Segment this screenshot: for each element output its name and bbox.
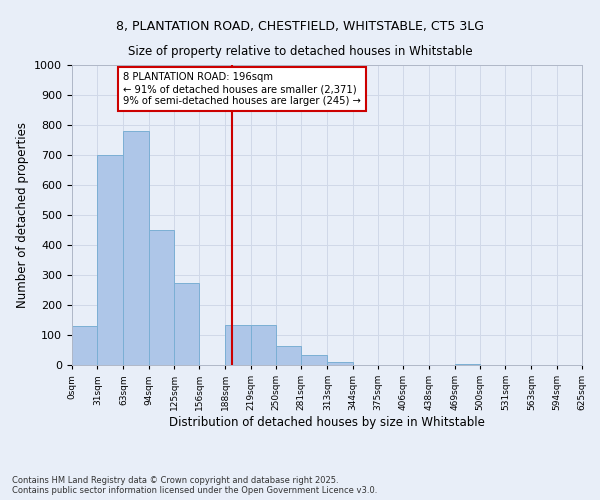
Text: Size of property relative to detached houses in Whitstable: Size of property relative to detached ho… bbox=[128, 45, 472, 58]
X-axis label: Distribution of detached houses by size in Whitstable: Distribution of detached houses by size … bbox=[169, 416, 485, 429]
Bar bbox=[455, 364, 480, 365]
Text: 8, PLANTATION ROAD, CHESTFIELD, WHITSTABLE, CT5 3LG: 8, PLANTATION ROAD, CHESTFIELD, WHITSTAB… bbox=[116, 20, 484, 33]
Bar bbox=[149, 230, 174, 365]
Bar bbox=[174, 282, 199, 365]
Bar bbox=[226, 324, 251, 365]
Bar bbox=[276, 346, 301, 365]
Text: 8 PLANTATION ROAD: 196sqm
← 91% of detached houses are smaller (2,371)
9% of sem: 8 PLANTATION ROAD: 196sqm ← 91% of detac… bbox=[124, 72, 361, 106]
Bar bbox=[301, 354, 326, 365]
Bar bbox=[72, 326, 97, 365]
Text: Contains HM Land Registry data © Crown copyright and database right 2025.
Contai: Contains HM Land Registry data © Crown c… bbox=[12, 476, 377, 495]
Bar bbox=[97, 155, 122, 365]
Bar bbox=[251, 324, 276, 365]
Bar bbox=[124, 131, 149, 365]
Y-axis label: Number of detached properties: Number of detached properties bbox=[16, 122, 29, 308]
Bar bbox=[328, 362, 353, 365]
